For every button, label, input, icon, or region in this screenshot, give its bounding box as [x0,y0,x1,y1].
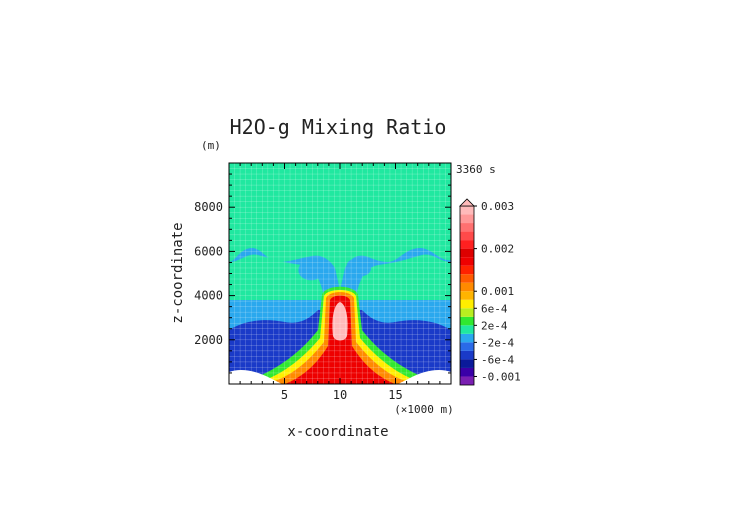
region-plume-peak [332,302,348,341]
y-tick-label: 4000 [194,289,223,303]
colorbar-tick-label: 0.002 [481,243,514,256]
colorbar-level [460,333,474,343]
colorbar-level [460,265,474,275]
colorbar-level [460,223,474,232]
surface-pocket-left [229,370,282,384]
x-unit-label: (×1000 m) [394,403,454,416]
colorbar-level [460,214,474,224]
y-tick-label: 6000 [194,244,223,258]
time-label: 3360 s [456,163,496,176]
x-tick-label: 5 [281,388,288,402]
x-tick-label: 10 [333,388,347,402]
colorbar-level [460,240,474,249]
colorbar-level [460,367,474,377]
region-upper-layer [229,163,451,290]
colorbar-tick-label: -0.001 [481,370,521,383]
y-axis-label: z-coordinate [170,222,186,323]
colorbar-level [460,350,474,360]
x-tick-label: 15 [388,388,402,402]
colorbar-level [460,206,474,215]
colorbar: 0.003 0.002 0.001 6e-4 2e-4 -2e-4 -6e-4 -0.001 [459,198,521,386]
region-upper-layer-lobe-right [355,254,451,300]
surface-pocket-right [398,370,451,384]
colorbar-level [460,325,474,334]
colorbar-level [460,342,474,351]
y-tick-label: 8000 [194,200,223,214]
colorbar-level [460,274,474,283]
axis-ticks: 5 10 15 2000 4000 6000 8000 [194,163,451,402]
colorbar-level [460,291,474,300]
y-unit-label: (m) [201,139,221,152]
colorbar-tick-label: -6e-4 [481,353,514,366]
colorbar-tick-label: 0.003 [481,200,514,213]
colorbar-level [460,308,474,317]
colorbar-tick-label: 2e-4 [481,319,508,332]
colorbar-level [460,376,474,385]
region-mid-blue-right [346,257,372,277]
y-tick-label: 2000 [194,333,223,347]
colorbar-tick-label: -2e-4 [481,336,514,349]
colorbar-level [460,231,474,241]
region-mid-blue-left [298,259,324,281]
colorbar-level [460,299,474,309]
colorbar-level [460,282,474,292]
colorbar-tick-label: 0.001 [481,285,514,298]
plot-area [229,163,451,384]
chart-title: H2O-g Mixing Ratio [230,115,447,139]
colorbar-level [460,248,474,258]
colorbar-level [460,316,474,326]
colorbar-extend-arrow [459,198,475,207]
x-axis-label: x-coordinate [287,424,388,440]
grid-lines [229,163,451,384]
colorbar-level [460,359,474,368]
colorbar-level [460,257,474,266]
colorbar-tick-label: 6e-4 [481,302,508,315]
